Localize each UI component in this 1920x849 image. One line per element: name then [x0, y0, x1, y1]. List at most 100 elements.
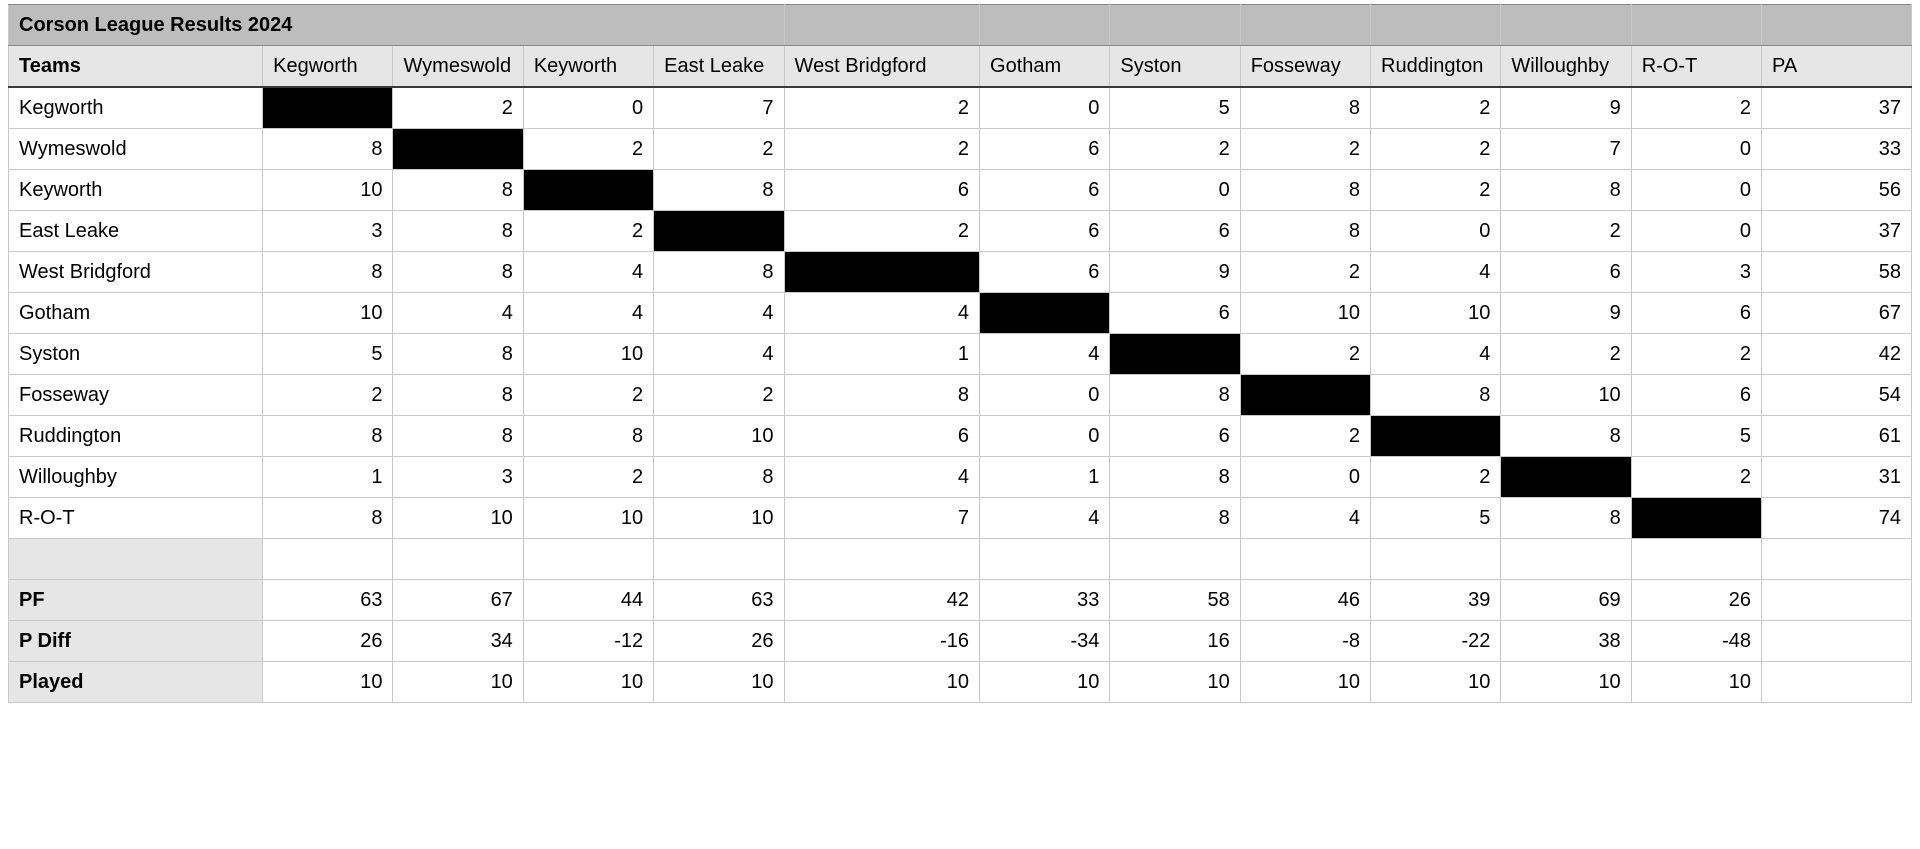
- value-cell: 7: [784, 498, 980, 539]
- value-cell: 6: [1110, 416, 1240, 457]
- value-cell: 10: [1371, 293, 1501, 334]
- row-label: Willoughby: [9, 457, 263, 498]
- summary-cell: 10: [523, 662, 653, 703]
- value-cell: 6: [980, 129, 1110, 170]
- column-header: West Bridgford: [784, 46, 980, 88]
- value-cell: 0: [1631, 129, 1761, 170]
- summary-cell: -12: [523, 621, 653, 662]
- value-cell: 10: [523, 498, 653, 539]
- summary-cell: -48: [1631, 621, 1761, 662]
- value-cell: 8: [1240, 87, 1370, 129]
- value-cell: 0: [980, 416, 1110, 457]
- value-cell: 8: [263, 416, 393, 457]
- value-cell: 6: [784, 416, 980, 457]
- value-cell: 56: [1762, 170, 1912, 211]
- summary-cell: -22: [1371, 621, 1501, 662]
- value-cell: 10: [523, 334, 653, 375]
- value-cell: 4: [784, 293, 980, 334]
- diagonal-cell: [393, 129, 523, 170]
- value-cell: 2: [1240, 252, 1370, 293]
- summary-cell: [1762, 662, 1912, 703]
- value-cell: 8: [393, 375, 523, 416]
- value-cell: 4: [393, 293, 523, 334]
- value-cell: 8: [1501, 416, 1631, 457]
- value-cell: 8: [654, 252, 784, 293]
- value-cell: 4: [523, 293, 653, 334]
- value-cell: 4: [1371, 334, 1501, 375]
- value-cell: 6: [980, 252, 1110, 293]
- value-cell: 9: [1110, 252, 1240, 293]
- spacer-cell: [523, 539, 653, 580]
- value-cell: 10: [263, 170, 393, 211]
- value-cell: 0: [1240, 457, 1370, 498]
- value-cell: 0: [1110, 170, 1240, 211]
- summary-cell: 38: [1501, 621, 1631, 662]
- column-header: Gotham: [980, 46, 1110, 88]
- value-cell: 6: [1631, 293, 1761, 334]
- table-row: West Bridgford884869246358: [9, 252, 1912, 293]
- table-row: Wymeswold822262227033: [9, 129, 1912, 170]
- summary-cell: 67: [393, 580, 523, 621]
- value-cell: 37: [1762, 87, 1912, 129]
- spacer-label: [9, 539, 263, 580]
- value-cell: 61: [1762, 416, 1912, 457]
- summary-cell: 69: [1501, 580, 1631, 621]
- value-cell: 10: [393, 498, 523, 539]
- row-label: Syston: [9, 334, 263, 375]
- value-cell: 6: [980, 170, 1110, 211]
- summary-cell: 44: [523, 580, 653, 621]
- summary-row: Played1010101010101010101010: [9, 662, 1912, 703]
- teams-header: Teams: [9, 46, 263, 88]
- column-header: Ruddington: [1371, 46, 1501, 88]
- spacer-cell: [393, 539, 523, 580]
- value-cell: 8: [1371, 375, 1501, 416]
- diagonal-cell: [1240, 375, 1370, 416]
- value-cell: 9: [1501, 87, 1631, 129]
- value-cell: 2: [523, 457, 653, 498]
- value-cell: 8: [784, 375, 980, 416]
- summary-cell: 10: [654, 662, 784, 703]
- value-cell: 4: [1240, 498, 1370, 539]
- summary-cell: 10: [980, 662, 1110, 703]
- value-cell: 6: [1110, 293, 1240, 334]
- column-header: R-O-T: [1631, 46, 1761, 88]
- column-header: Syston: [1110, 46, 1240, 88]
- value-cell: 7: [654, 87, 784, 129]
- column-header: Kegworth: [263, 46, 393, 88]
- value-cell: 67: [1762, 293, 1912, 334]
- value-cell: 58: [1762, 252, 1912, 293]
- row-label: Gotham: [9, 293, 263, 334]
- spacer-cell: [263, 539, 393, 580]
- value-cell: 0: [1371, 211, 1501, 252]
- spacer-cell: [1501, 539, 1631, 580]
- value-cell: 6: [1110, 211, 1240, 252]
- row-label: Keyworth: [9, 170, 263, 211]
- summary-cell: 42: [784, 580, 980, 621]
- column-header: Wymeswold: [393, 46, 523, 88]
- value-cell: 6: [1631, 375, 1761, 416]
- value-cell: 8: [654, 170, 784, 211]
- value-cell: 5: [263, 334, 393, 375]
- value-cell: 0: [980, 87, 1110, 129]
- spacer-cell: [654, 539, 784, 580]
- spacer-cell: [1631, 539, 1761, 580]
- diagonal-cell: [1501, 457, 1631, 498]
- table-row: Fosseway2822808810654: [9, 375, 1912, 416]
- value-cell: 0: [1631, 170, 1761, 211]
- value-cell: 4: [654, 334, 784, 375]
- value-cell: 8: [654, 457, 784, 498]
- value-cell: 1: [980, 457, 1110, 498]
- summary-cell: 16: [1110, 621, 1240, 662]
- value-cell: 2: [1371, 87, 1501, 129]
- summary-cell: 10: [263, 662, 393, 703]
- row-label: Fosseway: [9, 375, 263, 416]
- value-cell: 0: [980, 375, 1110, 416]
- value-cell: 2: [1371, 457, 1501, 498]
- summary-cell: 10: [1501, 662, 1631, 703]
- value-cell: 2: [654, 129, 784, 170]
- column-header: Fosseway: [1240, 46, 1370, 88]
- title-blank: [1501, 5, 1631, 46]
- value-cell: 2: [523, 129, 653, 170]
- value-cell: 2: [523, 211, 653, 252]
- spacer-row: [9, 539, 1912, 580]
